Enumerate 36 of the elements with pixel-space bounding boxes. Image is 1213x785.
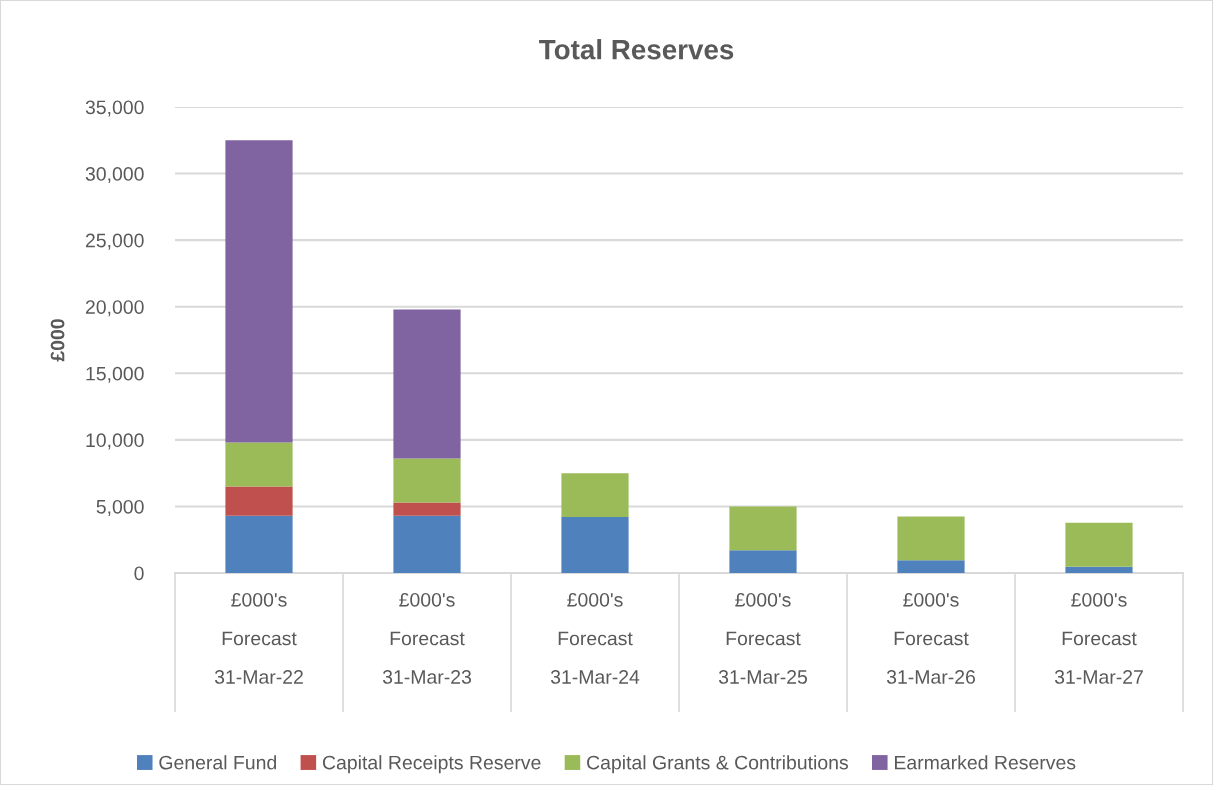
legend-label: Capital Grants & Contributions: [587, 755, 848, 774]
y-tick-label: 30,000: [85, 167, 144, 184]
legend-label: General Fund: [159, 755, 277, 770]
bar: [561, 473, 629, 518]
bar: [393, 309, 461, 459]
bar: [225, 442, 293, 487]
bar: [1065, 522, 1133, 567]
y-axis-title: £000: [50, 319, 65, 362]
bar: [225, 140, 293, 443]
category-label: £000's Forecast 31-Mar-23: [382, 592, 471, 684]
bar: [561, 517, 629, 573]
legend-label: Earmarked Reserves: [895, 755, 1076, 770]
bar: [897, 516, 965, 561]
bar: [393, 502, 461, 516]
chart-title: Total Reserves: [539, 39, 734, 60]
category-label: £000's Forecast 31-Mar-24: [550, 592, 640, 684]
y-tick-label: 25,000: [85, 233, 144, 250]
bar: [393, 515, 461, 573]
y-tick-label: 20,000: [85, 300, 144, 317]
bar: [897, 560, 965, 573]
category-label: £000's Forecast 31-Mar-26: [886, 592, 975, 684]
bar: [1065, 566, 1133, 573]
bar: [225, 486, 293, 516]
category-label: £000's Forecast 31-Mar-25: [718, 592, 808, 684]
legend-label: Capital Receipts Reserve: [322, 755, 541, 774]
category-label: £000's Forecast 31-Mar-22: [214, 592, 303, 684]
category-label: £000's Forecast 31-Mar-27: [1054, 592, 1143, 684]
y-tick-label: 5,000: [96, 499, 144, 516]
y-tick-label: 15,000: [86, 366, 144, 383]
y-tick-label: 35,000: [85, 100, 144, 117]
bar: [729, 506, 797, 551]
bar: [729, 550, 797, 573]
y-tick-label: 0: [134, 566, 144, 581]
bar: [225, 515, 293, 573]
y-tick-label: 10,000: [86, 433, 144, 450]
bar: [393, 458, 461, 503]
